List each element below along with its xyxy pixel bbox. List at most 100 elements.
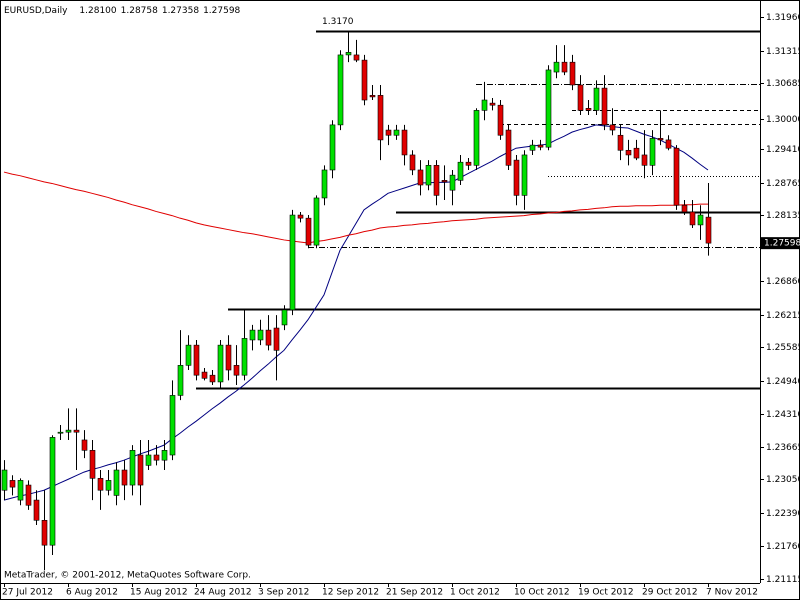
y-tick-label: 1.26215: [766, 311, 800, 321]
candle-body: [305, 217, 312, 246]
candle-body: [265, 329, 272, 346]
candle-body: [409, 154, 416, 171]
candle-body: [569, 61, 576, 86]
candle-body: [73, 429, 80, 433]
candle-body: [9, 480, 16, 488]
candle-body: [113, 469, 120, 496]
candle-body: [289, 214, 296, 311]
x-tick-label: 19 Oct 2012: [578, 588, 634, 598]
candle-body: [225, 344, 232, 371]
y-tick-label: 1.31315: [766, 47, 800, 57]
candle-body: [81, 439, 88, 451]
candle-body: [145, 454, 152, 466]
candle-body: [217, 344, 224, 383]
x-tick-label: 6 Aug 2012: [66, 588, 118, 598]
candle-body: [249, 329, 256, 341]
candle-body: [617, 134, 624, 151]
candle-body: [105, 480, 112, 491]
candle-body: [57, 431, 64, 434]
candle-body: [697, 214, 704, 226]
y-tick-label: 1.26860: [766, 277, 800, 287]
candle-body: [201, 371, 208, 379]
candle-body: [329, 124, 336, 171]
candle-body: [689, 211, 696, 226]
y-tick-label: 1.28135: [766, 211, 800, 221]
y-tick-label: 1.21115: [766, 575, 800, 585]
y-tick-label: 1.24310: [766, 410, 800, 420]
candle-body: [465, 161, 472, 166]
candle-body: [17, 480, 24, 501]
candle-body: [161, 450, 168, 461]
moving-average: [3, 171, 708, 244]
candle-body: [97, 478, 104, 491]
candle-body: [473, 110, 480, 166]
x-tick-label: 29 Oct 2012: [642, 588, 698, 598]
candle-body: [425, 165, 432, 186]
header-value: 1.27358: [162, 6, 199, 16]
y-tick-label: 1.24940: [766, 377, 800, 387]
y-tick-label: 1.21760: [766, 542, 800, 552]
x-tick-label: 21 Sep 2012: [386, 588, 443, 598]
candle-body: [177, 365, 184, 396]
candle-body: [593, 87, 600, 111]
candle-body: [33, 499, 40, 521]
candle-body: [273, 327, 280, 351]
candle-body: [449, 174, 456, 191]
candle-body: [553, 61, 560, 73]
candle-body: [385, 129, 392, 136]
x-tick-label: 27 Jul 2012: [2, 588, 53, 598]
x-tick-label: 10 Oct 2012: [514, 588, 570, 598]
candle-body: [137, 454, 144, 486]
candle-body: [345, 52, 352, 56]
candle-body: [521, 154, 528, 196]
y-tick-label: 1.31960: [766, 13, 800, 23]
candle-body: [705, 216, 712, 244]
candle-body: [529, 144, 536, 151]
candle-body: [353, 54, 360, 61]
candle-body: [577, 84, 584, 111]
candle-body: [297, 214, 304, 219]
candle-body: [41, 519, 48, 546]
y-tick-label: 1.30685: [766, 79, 800, 89]
candle-body: [321, 169, 328, 199]
candle-body: [633, 147, 640, 159]
candle-body: [241, 338, 248, 376]
candle-body: [457, 161, 464, 181]
candle-body: [169, 395, 176, 456]
candle-body: [89, 450, 96, 479]
candle-body: [209, 374, 216, 383]
candle-body: [185, 344, 192, 366]
y-tick-label: 1.22390: [766, 509, 800, 519]
candle-body: [441, 180, 448, 183]
candle-body: [641, 154, 648, 166]
candle-body: [281, 309, 288, 326]
candle-body: [665, 139, 672, 149]
candle-body: [313, 197, 320, 246]
y-tick-label: 1.29410: [766, 145, 800, 155]
candle-body: [377, 95, 384, 141]
candle-body: [393, 129, 400, 136]
candle-body: [673, 147, 680, 206]
candle-body: [49, 437, 56, 546]
candle-body: [121, 469, 128, 486]
candle-body: [65, 429, 72, 433]
candle-body: [505, 129, 512, 166]
candle-body: [193, 344, 200, 376]
candle-body: [497, 104, 504, 136]
candle-body: [153, 454, 160, 461]
candle-body: [585, 108, 592, 111]
header-value: 1.28758: [121, 6, 158, 16]
x-tick-label: 12 Sep 2012: [322, 588, 379, 598]
header-value: 1.28100: [79, 6, 116, 16]
candle-body: [649, 138, 656, 166]
candle-body: [489, 102, 496, 106]
x-tick-label: 7 Nov 2012: [706, 588, 758, 598]
y-tick-label: 1.23050: [766, 475, 800, 485]
candle-body: [609, 124, 616, 131]
y-tick-label: 1.23665: [766, 443, 800, 453]
candle-body: [417, 169, 424, 186]
candle-body: [657, 138, 664, 141]
candle-body: [1, 469, 8, 491]
